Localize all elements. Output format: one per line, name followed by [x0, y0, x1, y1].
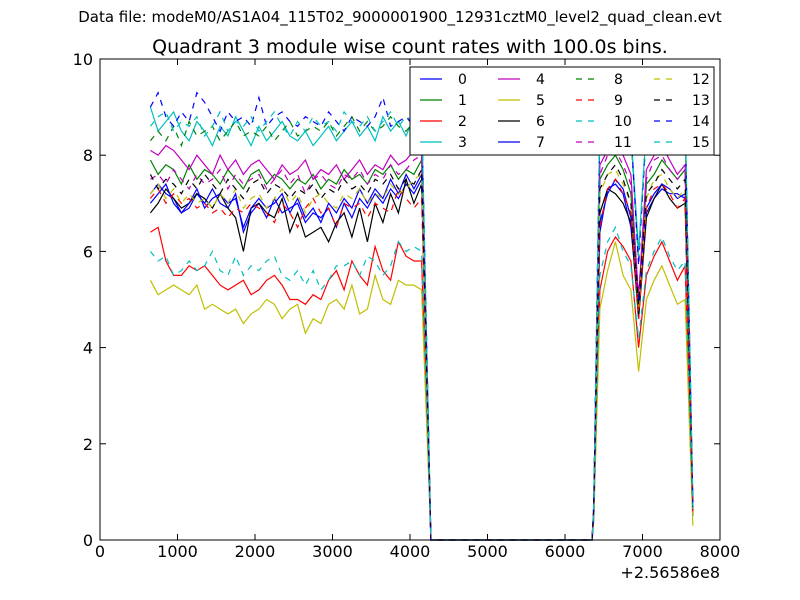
series-line-8: [149, 111, 694, 541]
series-line-9: [149, 178, 694, 541]
y-tick-label: 2: [83, 435, 93, 454]
y-tick-label: 10: [73, 50, 93, 69]
legend-label-8: 8: [614, 72, 623, 88]
series-line-1: [149, 154, 694, 541]
y-tick-label: 6: [83, 242, 93, 261]
y-tick-label: 8: [83, 146, 93, 165]
legend-label-6: 6: [536, 114, 545, 130]
x-tick-label: 0: [95, 542, 105, 561]
legend-box: [409, 66, 715, 156]
legend-label-5: 5: [536, 93, 545, 109]
legend-label-2: 2: [458, 114, 467, 130]
y-tick-label: 4: [83, 339, 93, 358]
legend-label-4: 4: [536, 72, 545, 88]
x-tick-label: 6000: [545, 542, 586, 561]
series-line-11: [150, 149, 694, 541]
x-tick-label: 1000: [157, 542, 198, 561]
legend-label-7: 7: [536, 135, 545, 151]
series-line-6: [149, 177, 694, 541]
series-line-2: [150, 226, 694, 541]
series-line-13: [149, 163, 694, 541]
chart-title: Quadrant 3 module wise count rates with …: [152, 36, 668, 58]
figure-suptitle: Data file: modeM0/AS1A04_115T02_90000019…: [78, 8, 722, 26]
legend-label-10: 10: [614, 114, 632, 130]
series-line-4: [150, 139, 694, 541]
series-line-12: [149, 168, 694, 541]
x-tick-label: 4000: [390, 542, 431, 561]
legend-label-12: 12: [692, 72, 710, 88]
legend-label-14: 14: [692, 114, 710, 130]
x-tick-label: 7000: [622, 542, 663, 561]
legend-label-11: 11: [614, 135, 632, 151]
series-line-0: [149, 177, 694, 541]
x-tick-label: 5000: [467, 542, 508, 561]
legend-label-13: 13: [692, 93, 710, 109]
x-offset-label: +2.56586e8: [620, 563, 720, 582]
series-layer: [149, 91, 694, 541]
series-line-10: [149, 225, 694, 541]
legend-label-15: 15: [692, 135, 710, 151]
series-line-7: [149, 172, 694, 541]
legend-label-0: 0: [458, 72, 467, 88]
series-line-5: [149, 241, 694, 541]
y-tick-label: 0: [83, 531, 93, 550]
x-tick-label: 8000: [700, 542, 741, 561]
legend-label-3: 3: [458, 135, 467, 151]
legend-label-9: 9: [614, 93, 623, 109]
x-tick-label: 2000: [235, 542, 276, 561]
x-tick-label: 3000: [312, 542, 353, 561]
legend-label-1: 1: [458, 93, 467, 109]
